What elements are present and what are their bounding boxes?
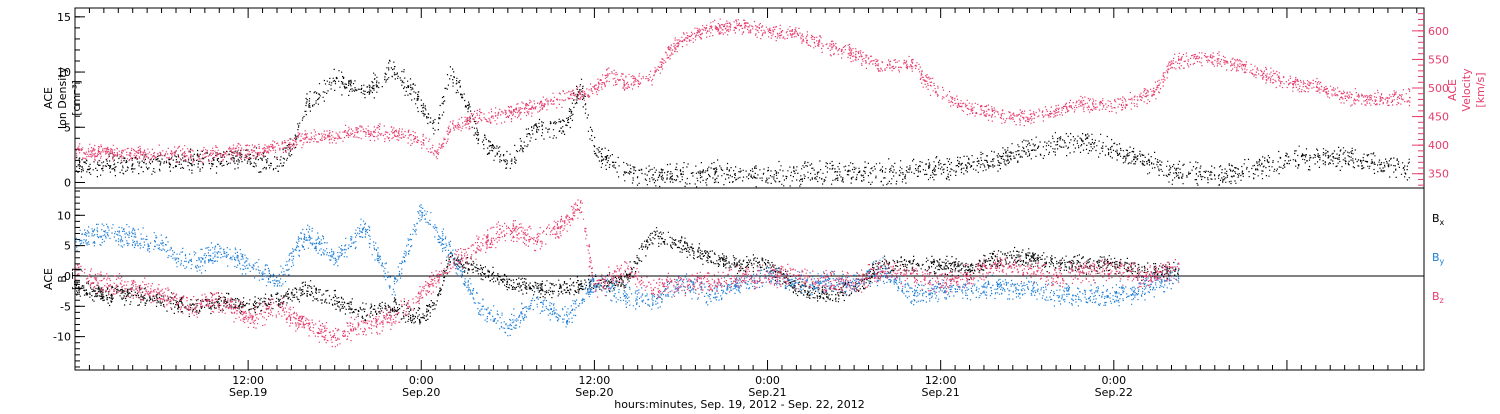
legend-entry-x: Bx [1432, 212, 1445, 227]
legend-entry-y: By [1432, 251, 1445, 266]
x-tick-sublabel: Sep.20 [575, 386, 613, 399]
top-ylabel-line: [cm⁻³] [70, 80, 83, 116]
legend-subscript: y [1440, 257, 1445, 266]
x-tick-sublabel: Sep.21 [748, 386, 786, 399]
data-layer [75, 18, 1411, 348]
top-right-ylabel-line: [km/s] [1474, 72, 1487, 107]
bottom-left-tick-label: 0 [64, 270, 71, 283]
bottom-left-tick-label: 5 [64, 240, 71, 253]
top-right-tick-label: 400 [1428, 139, 1449, 152]
top-right-tick-label: 600 [1428, 25, 1449, 38]
bottom-ylabel-line: ACE [42, 268, 55, 290]
bottom-left-tick-label: -5 [60, 300, 71, 313]
x-tick-label: 12:00 [232, 374, 264, 387]
top-left-tick-label: 0 [64, 176, 71, 189]
top-right-tick-label: 550 [1428, 53, 1449, 66]
x-tick-sublabel: Sep.20 [402, 386, 440, 399]
x-axis-title: hours:minutes, Sep. 19, 2012 - Sep. 22, … [614, 398, 865, 410]
top-right-tick-label: 450 [1428, 111, 1449, 124]
bx-points [75, 227, 1180, 325]
top-right-tick-label: 350 [1428, 168, 1449, 181]
top-left-tick-label: 15 [57, 11, 71, 24]
legend-subscript: x [1440, 218, 1445, 227]
top-ylabel-line: ACE [42, 87, 55, 109]
density-points [75, 59, 1410, 188]
x-tick-sublabel: Sep.19 [229, 386, 267, 399]
top-right-ylabel-line: Velocity [1460, 68, 1473, 112]
velocity-points [75, 18, 1411, 163]
top-left-tick-label: 5 [64, 121, 71, 134]
x-tick-label: 12:00 [925, 374, 957, 387]
x-tick-label: 12:00 [579, 374, 611, 387]
x-tick-sublabel: Sep.21 [922, 386, 960, 399]
plot-frame [74, 7, 1425, 371]
top-ylabel-line: Ion Density [56, 66, 69, 129]
top-left-tick-label: 10 [57, 66, 71, 79]
legend-entry-z: Bz [1432, 290, 1444, 305]
bz-points [75, 199, 1180, 348]
axes-layer [74, 7, 1425, 371]
bottom-ylabel-line: B [56, 275, 69, 283]
x-tick-label: 0:00 [755, 374, 780, 387]
bottom-left-tick-label: 10 [57, 209, 71, 222]
x-tick-label: 0:00 [409, 374, 434, 387]
top-right-tick-label: 500 [1428, 82, 1449, 95]
by-points [75, 204, 1180, 337]
x-tick-label: 0:00 [1101, 374, 1126, 387]
bottom-ylabel-line: [nT] [70, 268, 83, 290]
legend-subscript: z [1440, 296, 1444, 305]
x-tick-sublabel: Sep.22 [1095, 386, 1133, 399]
bottom-left-tick-label: -10 [53, 331, 71, 344]
top-right-ylabel-line: ACE [1446, 79, 1459, 101]
